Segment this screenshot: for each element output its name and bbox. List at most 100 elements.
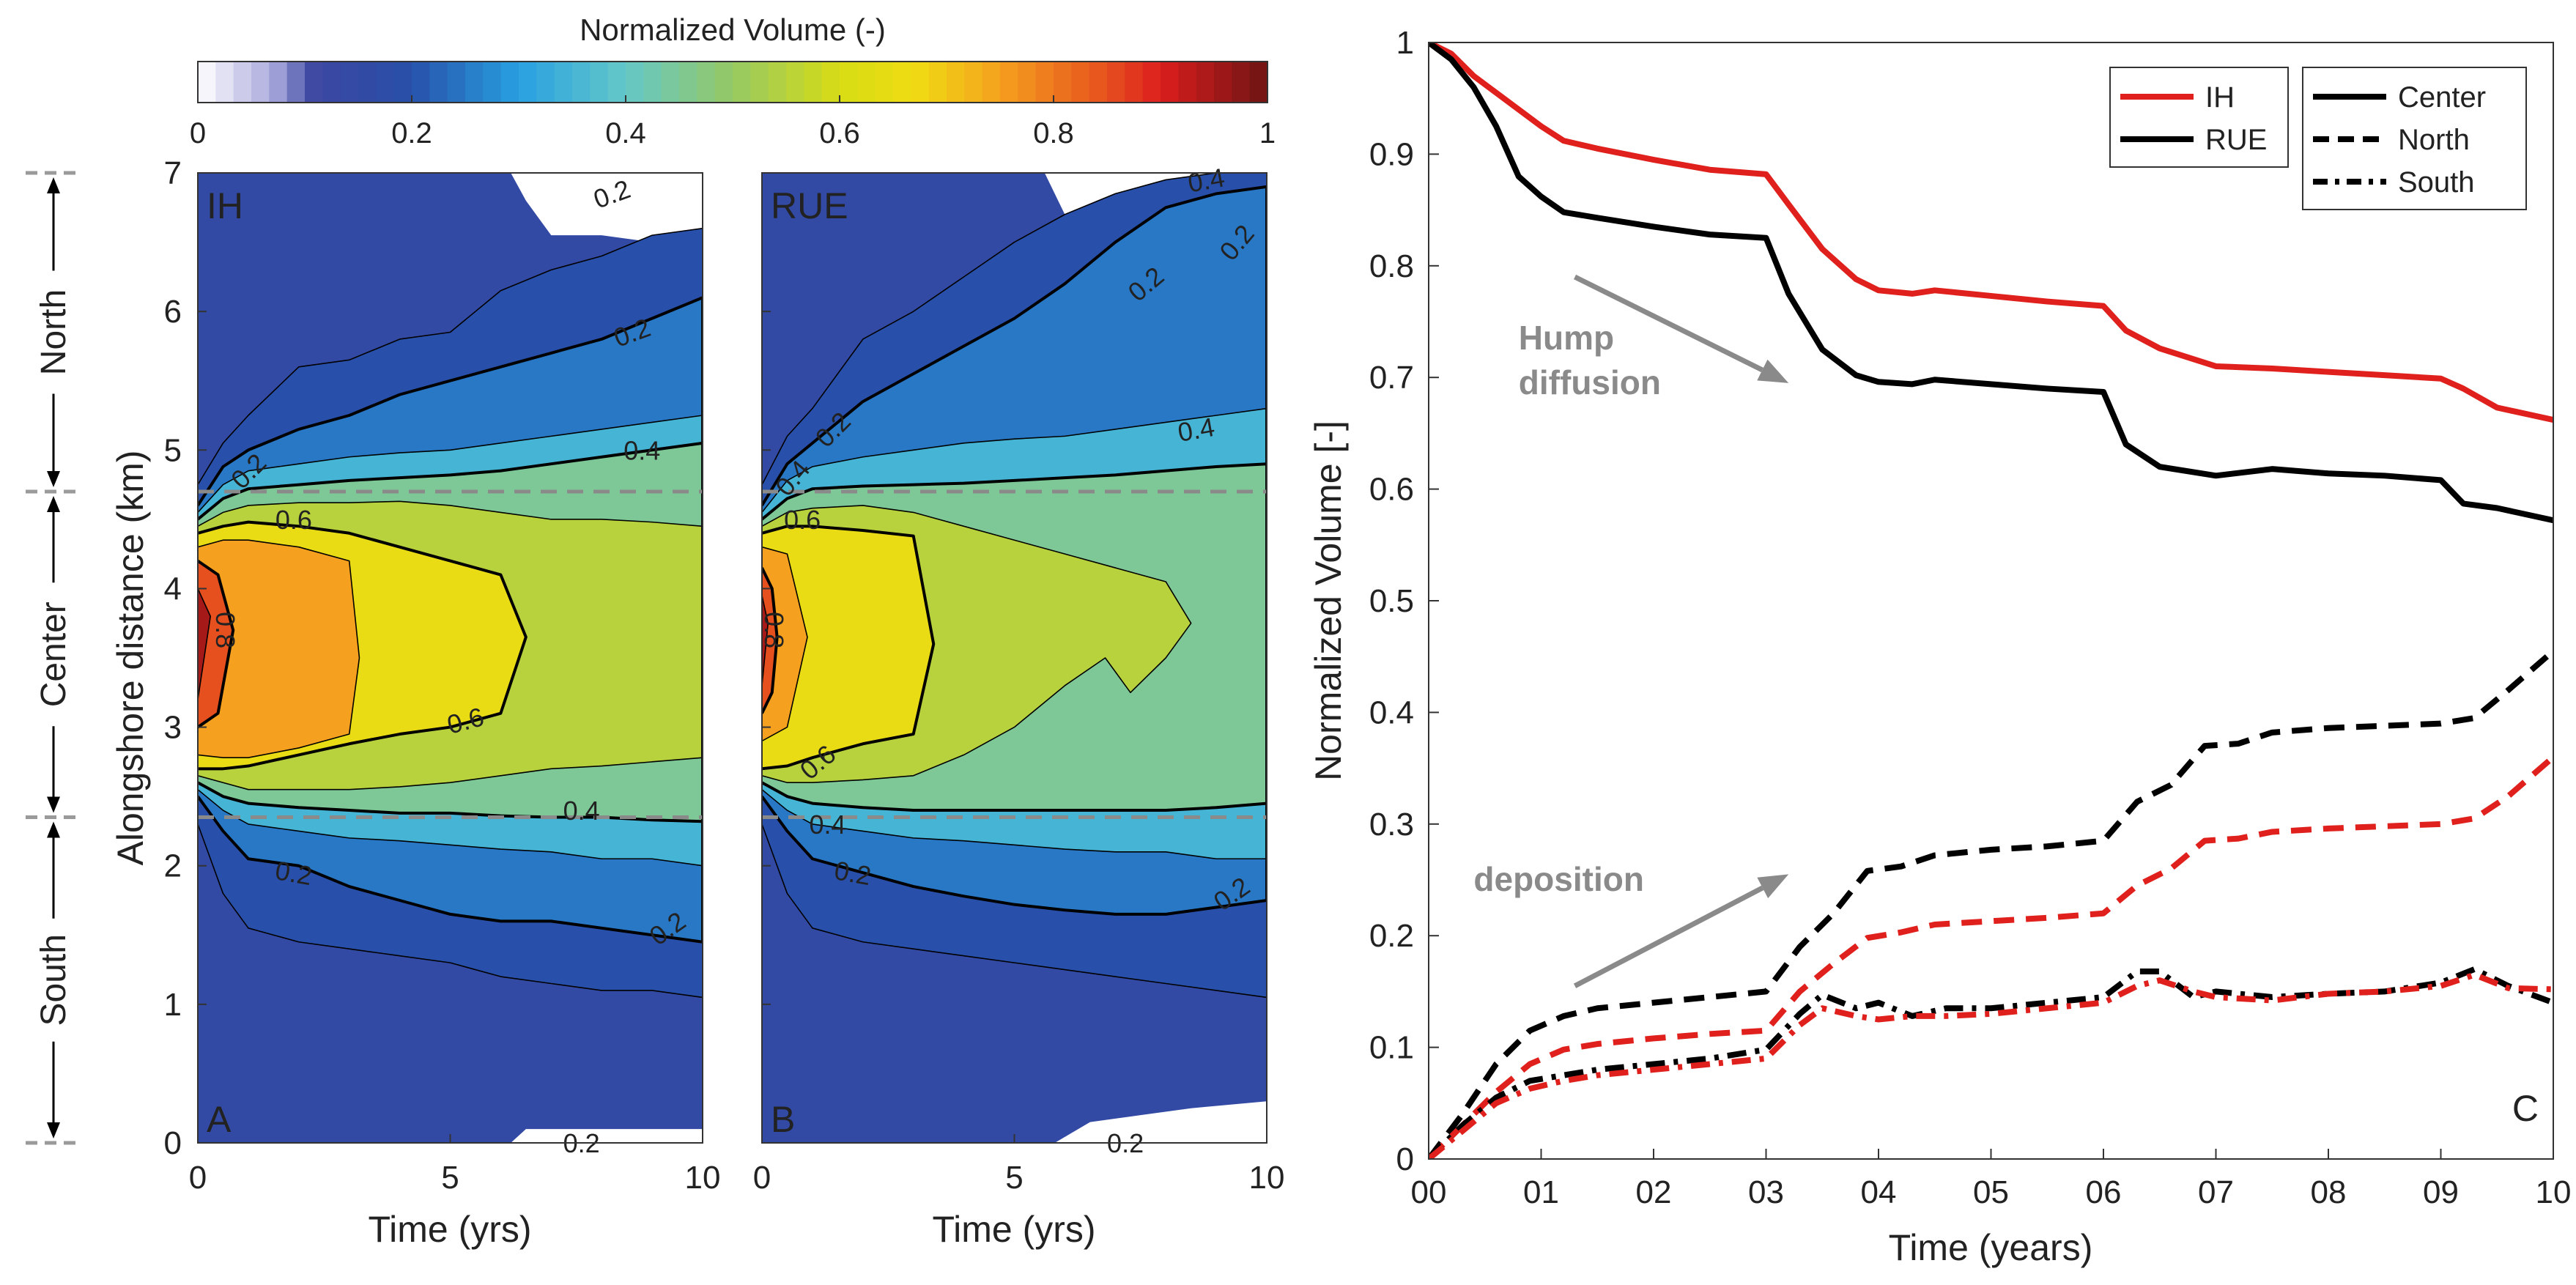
- legend-label: Center: [2398, 81, 2486, 114]
- colorbar-cell: [1035, 62, 1054, 103]
- colorbar-cell: [305, 62, 324, 103]
- y-tick-label: 0.2: [1369, 918, 1414, 954]
- contour-line-0.3: [198, 415, 703, 867]
- legend-label: IH: [2205, 81, 2235, 114]
- panel-a-contour-labels: 0.20.20.2 0.40.60.80.60.40.20.20.2: [210, 174, 691, 1158]
- annotation-text: Hump: [1519, 319, 1614, 357]
- contour-line-0.2: [762, 185, 1267, 916]
- colorbar-cell: [536, 62, 555, 103]
- panel-c-series: [1429, 42, 2553, 1159]
- panel-b: 0.40.20.20.20.40.40.60.80.60.40.2 0.20.2 …: [753, 162, 1285, 1250]
- contour-line-0.8: [762, 567, 779, 714]
- x-tick-label: 0: [189, 1160, 207, 1196]
- colorbar-cell: [1232, 62, 1251, 103]
- contour-line-0.5: [762, 505, 1192, 784]
- colorbar-cell: [500, 62, 519, 103]
- colorbar-cell: [964, 62, 983, 103]
- panel-a-xlabel: Time (yrs): [368, 1209, 531, 1250]
- heatmap-ylabel: Alongshore distance (km): [110, 451, 151, 866]
- colorbar-title: Normalized Volume (-): [580, 12, 886, 47]
- colorbar-cell: [1125, 62, 1144, 103]
- annotation-arrow-shaft: [1573, 885, 1764, 988]
- contour-line-0.5: [198, 500, 703, 790]
- contour-line-0.3: [762, 407, 1267, 860]
- colorbar-cell: [286, 62, 306, 103]
- y-tick-label: 1: [1396, 25, 1414, 61]
- colorbar-cell: [679, 62, 698, 103]
- x-tick-label: 01: [1523, 1174, 1559, 1210]
- colorbar-cell: [572, 62, 591, 103]
- y-tick-label: 0.1: [1369, 1030, 1414, 1066]
- series-line-ih-center: [1429, 42, 2553, 423]
- y-tick-label: 3: [164, 710, 182, 746]
- panel-a-title: IH: [207, 185, 243, 226]
- colorbar-cell: [875, 62, 894, 103]
- series-line-rue-center: [1429, 42, 2553, 524]
- y-tick-label: 4: [164, 571, 182, 607]
- contour-label: 0.8: [759, 612, 789, 648]
- colorbar-tick-label: 0.2: [391, 117, 432, 149]
- colorbar-cell: [1107, 62, 1126, 103]
- region-arrowhead-down: [47, 1122, 60, 1138]
- series-line-rue-south: [1429, 966, 2553, 1159]
- contour-label: 0.6: [784, 505, 821, 535]
- colorbar-cell: [626, 62, 645, 103]
- contour-line-0.9: [198, 588, 212, 700]
- region-arrowhead-down: [47, 796, 60, 813]
- colorbar-cell: [804, 62, 823, 103]
- colorbar-cell: [750, 62, 769, 103]
- x-tick-label: 07: [2198, 1174, 2234, 1210]
- panel-a-contour-lines: [198, 227, 703, 999]
- panel-b-axes: 0 5 10: [753, 172, 1284, 1196]
- colorbar-cell: [786, 62, 805, 103]
- contour-label: 0.2: [832, 855, 873, 891]
- legend-models-box: [2109, 67, 2289, 168]
- panel-c-annotations: Hump diffusion deposition: [1473, 319, 1661, 898]
- colorbar-cell: [928, 62, 947, 103]
- region-brackets: South Center North: [26, 171, 81, 1145]
- contour-fill-0.7: [198, 540, 360, 758]
- colorbar-cell: [429, 62, 448, 103]
- y-tick-label: 5: [164, 432, 182, 468]
- colorbar-cell: [1054, 62, 1073, 103]
- colorbar-cell: [768, 62, 787, 103]
- colorbar-cell: [483, 62, 502, 103]
- annotation-text: diffusion: [1519, 363, 1661, 401]
- colorbar-tick-label: 0.6: [819, 117, 860, 149]
- colorbar-cell: [447, 62, 466, 103]
- panel-a-letter: A: [207, 1099, 232, 1140]
- colorbar-cell: [198, 62, 217, 103]
- panel-c-axes: 00 01 02 03 04 05 06 07 08 09 10 0 0.1 0.2 0.3 0.4 0.5 0.…: [1369, 25, 2572, 1210]
- y-tick-label: 0.4: [1369, 695, 1414, 730]
- colorbar-cell: [376, 62, 395, 103]
- contour-line-0.4: [198, 441, 703, 823]
- panel-c-ylabel: Normalized Volume [-]: [1308, 421, 1349, 781]
- y-tick-label: 2: [164, 848, 182, 884]
- y-tick-label: 0.3: [1369, 807, 1414, 843]
- x-tick-label: 05: [1973, 1174, 2009, 1210]
- panel-b-letter: B: [771, 1099, 795, 1140]
- colorbar-tick-label: 0.8: [1033, 117, 1074, 149]
- contour-label: 0.4: [1185, 162, 1226, 198]
- x-tick-label: 0: [753, 1160, 771, 1196]
- y-tick-label: 0: [1396, 1141, 1414, 1177]
- colorbar-cell: [465, 62, 484, 103]
- x-tick-label: 06: [2086, 1174, 2122, 1210]
- contour-label: 0.4: [563, 796, 600, 826]
- region-label-center: Center: [34, 601, 73, 707]
- colorbar-cell: [215, 62, 234, 103]
- contour-fill-0.9: [198, 588, 211, 700]
- colorbar-cell: [1018, 62, 1037, 103]
- colorbar-cell: [233, 62, 252, 103]
- panel-c-xlabel: Time (years): [1889, 1227, 2093, 1268]
- colorbar-cell: [251, 62, 270, 103]
- colorbar-cell: [1196, 62, 1215, 103]
- colorbar-cell: [821, 62, 840, 103]
- panel-a-axes: 0 5 10 0 1 2 3 4 5 6 7: [164, 155, 721, 1196]
- series-line-ih-north: [1429, 755, 2553, 1159]
- annotation-arrow-head: [1757, 874, 1789, 899]
- x-tick-label: 10: [685, 1160, 721, 1196]
- panel-a: 0.20.20.2 0.40.60.80.60.40.20.20.2 0 5 1001…: [110, 155, 720, 1250]
- contour-line-0.15: [762, 173, 1267, 999]
- panel-b-xlabel: Time (yrs): [932, 1209, 1095, 1250]
